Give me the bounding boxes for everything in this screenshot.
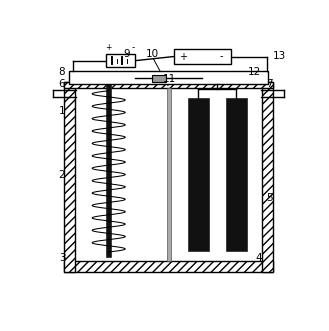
Text: 3: 3 (59, 253, 65, 262)
Bar (64, 82, 273, 88)
Text: 11: 11 (163, 74, 177, 84)
Text: 7: 7 (266, 79, 273, 89)
Bar (106, 83, 111, 257)
Text: 12: 12 (247, 67, 261, 76)
Bar (167, 88, 171, 261)
Text: 5: 5 (266, 193, 273, 203)
Text: 9: 9 (123, 49, 130, 59)
Bar (75, 88, 263, 261)
Text: 13: 13 (273, 51, 286, 61)
Text: -: - (220, 52, 223, 62)
Bar (174, 49, 231, 64)
Text: 4: 4 (256, 253, 263, 262)
Bar (64, 261, 273, 272)
Bar (69, 71, 268, 84)
Bar (226, 98, 247, 251)
Text: 10: 10 (145, 49, 159, 59)
Bar (188, 98, 209, 251)
Bar (106, 54, 136, 67)
Text: +: + (105, 43, 112, 52)
Bar (152, 75, 166, 82)
Text: 2: 2 (59, 170, 65, 180)
Bar (64, 82, 75, 272)
Bar (263, 82, 273, 272)
Text: 6: 6 (59, 79, 65, 89)
Text: 1: 1 (59, 106, 65, 116)
Text: -: - (132, 43, 135, 52)
Text: +: + (179, 52, 188, 62)
Text: 8: 8 (59, 67, 65, 76)
